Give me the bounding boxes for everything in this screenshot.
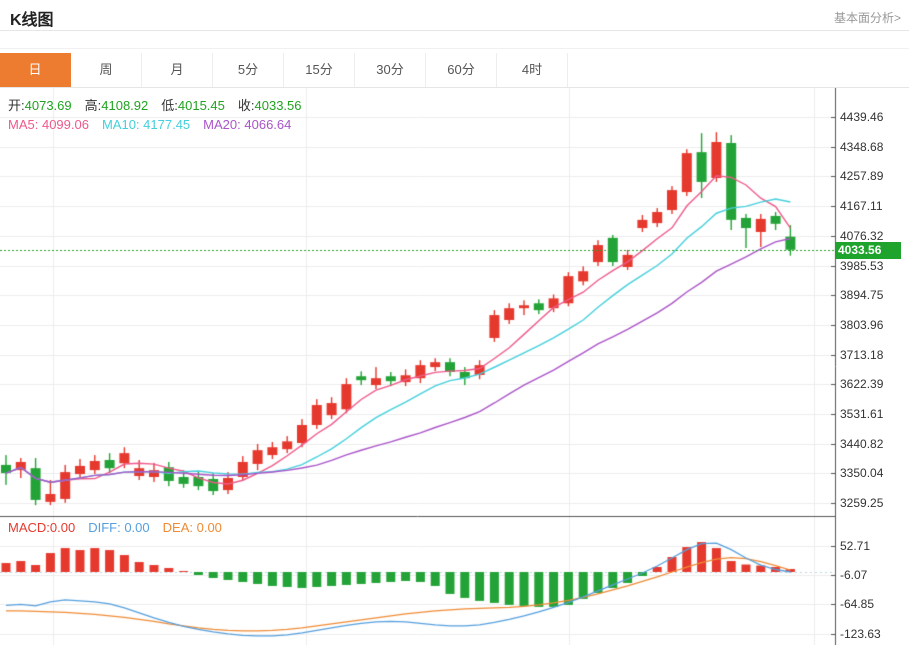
ma5-label: MA5:: [8, 117, 39, 132]
main-y-axis-label: 3894.75: [840, 288, 884, 303]
dea-label: DEA:: [162, 520, 193, 535]
open-value: 4073.69: [24, 98, 72, 113]
macd-y-axis-label: -6.07: [840, 568, 868, 583]
macd-value: 0.00: [49, 520, 76, 535]
main-y-axis-label: 3350.04: [840, 466, 884, 481]
tab-30min[interactable]: 30分: [355, 53, 426, 87]
main-y-axis-label: 4348.68: [840, 139, 884, 154]
main-y-axis-label: 3259.25: [840, 496, 884, 511]
low-value: 4015.45: [177, 98, 225, 113]
ma20-value: 4066.64: [244, 117, 292, 132]
main-y-axis-label: 4167.11: [840, 199, 883, 214]
ma10-value: 4177.45: [143, 117, 191, 132]
low-label: 低:: [161, 98, 178, 113]
high-value: 4108.92: [101, 98, 149, 113]
timeframe-tabbar: 日 周 月 5分 15分 30分 60分 4时: [0, 48, 909, 88]
page-title: K线图: [10, 12, 54, 29]
current-price-marker: 4033.56: [835, 242, 901, 259]
main-y-axis-label: 4257.89: [840, 169, 884, 184]
ma10-label: MA10:: [101, 117, 140, 132]
macd-y-axis-label: -64.85: [840, 597, 875, 612]
fundamental-analysis-link[interactable]: 基本面分析>: [833, 11, 901, 25]
ma20-label: MA20:: [203, 117, 241, 132]
main-y-axis-label: 4076.32: [840, 228, 884, 243]
kline-chart-canvas[interactable]: [0, 88, 909, 645]
diff-value: 0.00: [124, 520, 150, 535]
main-y-axis-label: 3440.82: [840, 436, 884, 451]
high-label: 高:: [84, 98, 102, 113]
macd-readout: MACD:0.00 DIFF: 0.00 DEA: 0.00: [8, 520, 235, 535]
tab-60min[interactable]: 60分: [426, 53, 497, 87]
tab-day[interactable]: 日: [0, 53, 71, 87]
ohlc-readout: 开:4073.69 高:4108.92 低:4015.45 收:4033.56: [8, 95, 315, 114]
main-y-axis-label: 3803.96: [840, 317, 884, 332]
macd-y-axis-label: 52.71: [840, 538, 871, 553]
open-label: 开:: [8, 98, 25, 113]
macd-y-axis-label: -123.63: [840, 626, 881, 641]
chart-area: 开:4073.69 高:4108.92 低:4015.45 收:4033.56 MA5…: [0, 88, 909, 645]
tab-week[interactable]: 周: [71, 53, 142, 87]
tab-5min[interactable]: 5分: [213, 53, 284, 87]
diff-label: DIFF:: [88, 520, 121, 535]
main-y-axis-label: 3531.61: [840, 407, 884, 421]
tab-15min[interactable]: 15分: [284, 53, 355, 87]
macd-label: MACD:: [8, 520, 50, 535]
close-label: 收:: [237, 98, 255, 113]
main-y-axis-label: 3622.39: [840, 377, 884, 392]
close-value: 4033.56: [254, 98, 302, 113]
main-y-axis-label: 3985.53: [840, 258, 884, 273]
page-header: K线图 基本面分析>: [0, 0, 909, 31]
ma5-value: 4099.06: [41, 117, 89, 132]
main-y-axis-label: 3713.18: [840, 347, 884, 362]
main-y-axis-label: 4439.46: [840, 110, 884, 124]
dea-value: 0.00: [196, 520, 222, 535]
tab-month[interactable]: 月: [142, 53, 213, 87]
tab-4hour[interactable]: 4时: [497, 53, 568, 87]
ma-readout: MA5: 4099.06 MA10: 4177.45 MA20: 4066.64: [8, 117, 304, 132]
